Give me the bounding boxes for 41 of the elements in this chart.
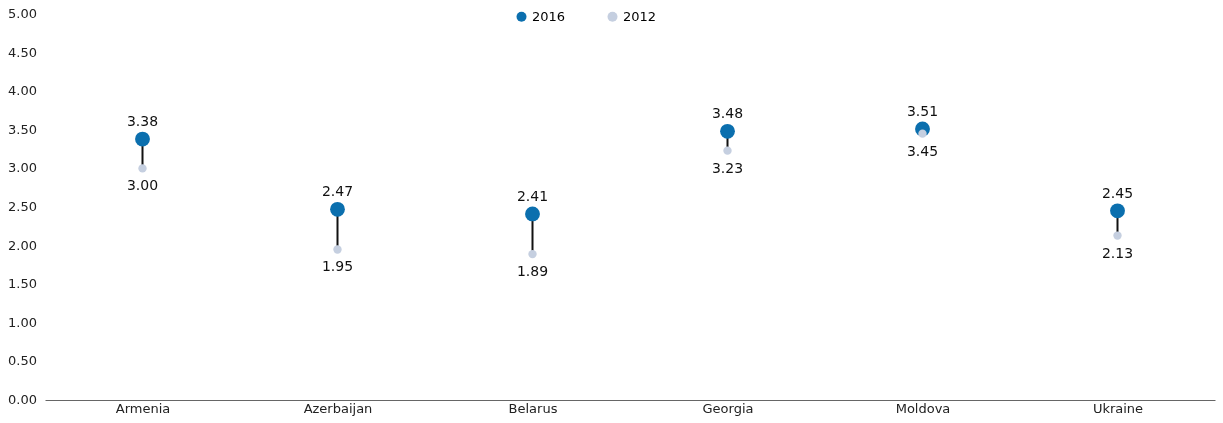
point [138,164,147,173]
data-label: 1.95 [321,258,354,275]
legend-label: 2012 [623,8,657,24]
point [720,123,735,139]
data-label: 3.51 [906,103,939,120]
y-tick-label: 2.00 [8,237,37,253]
x-tick-label: Ukraine [1092,400,1144,416]
x-tick-label: Azerbaijan [303,400,373,416]
y-tick-label: 5.00 [8,6,37,21]
data-label: 1.89 [516,263,549,280]
point [528,249,537,259]
y-tick-label: 0.00 [8,392,37,407]
data-label: 3.45 [906,142,939,159]
data-label: 3.00 [126,177,159,194]
y-tick-label: 4.00 [8,83,37,99]
x-tick-label: Armenia [115,400,171,416]
data-label: 2.45 [1101,184,1134,201]
y-tick-label: 1.50 [8,276,37,292]
data-label: 2.13 [1101,244,1134,261]
data-label: 3.23 [711,159,744,176]
point [330,201,345,217]
point [1113,231,1122,240]
y-tick-label: 1.00 [8,314,37,330]
point [1110,203,1125,219]
x-tick-label: Moldova [895,400,951,416]
x-tick-label: Georgia [702,400,754,416]
data-label: 3.38 [126,113,159,130]
y-tick-label: 3.50 [8,121,37,137]
legend-label: 2016 [532,8,566,24]
point [723,146,732,155]
point [333,245,342,254]
x-tick-label: Belarus [508,400,558,416]
data-label: 3.48 [711,105,744,122]
data-label: 2.41 [516,187,549,204]
y-tick-label: 4.50 [8,44,37,60]
y-tick-label: 3.00 [8,160,37,176]
y-tick-label: 2.50 [8,199,37,214]
y-tick-label: 0.50 [8,353,37,369]
point [525,206,540,222]
data-label: 2.47 [321,183,354,200]
point [135,131,150,147]
